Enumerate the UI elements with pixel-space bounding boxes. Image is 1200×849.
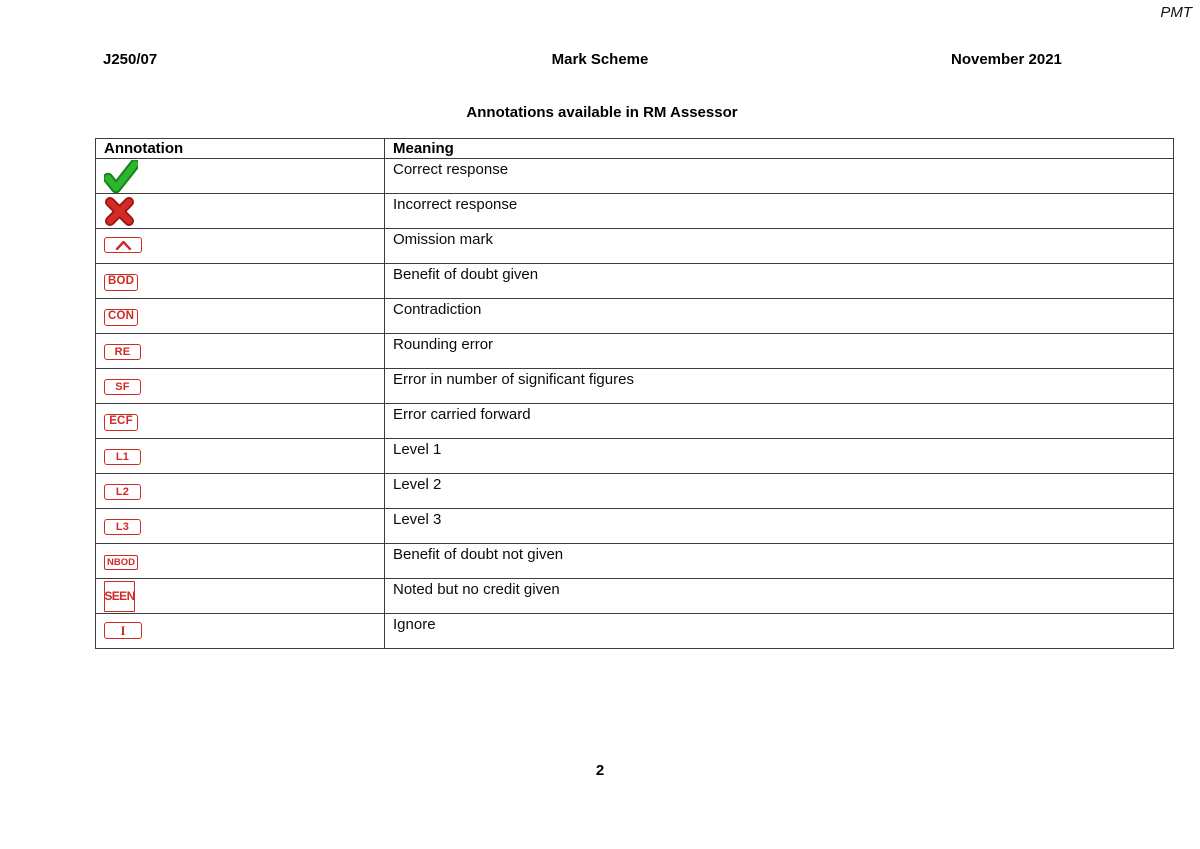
- annotations-table: Annotation Meaning Correct response Inco…: [95, 138, 1174, 649]
- l2-stamp: L2: [104, 484, 141, 501]
- meaning-cell: Correct response: [384, 158, 1174, 194]
- red-cross-icon: [104, 196, 135, 227]
- meaning-cell: Benefit of doubt given: [384, 263, 1174, 299]
- nbod-stamp: NBOD: [104, 555, 138, 571]
- meaning-cell: Ignore: [384, 613, 1174, 649]
- table-row: RE Rounding error: [95, 333, 1174, 369]
- green-tick-icon: [104, 159, 138, 193]
- sf-stamp: SF: [104, 379, 141, 396]
- table-row: CON Contradiction: [95, 298, 1174, 334]
- table-row: Correct response: [95, 158, 1174, 194]
- annotation-cell: L3: [95, 508, 385, 544]
- meaning-cell: Benefit of doubt not given: [384, 543, 1174, 579]
- meaning-cell: Level 3: [384, 508, 1174, 544]
- page-number: 2: [595, 762, 605, 779]
- table-row: Incorrect response: [95, 193, 1174, 229]
- annotation-cell: CON: [95, 298, 385, 334]
- l1-stamp: L1: [104, 449, 141, 466]
- paper-code: J250/07: [103, 51, 158, 68]
- annotation-cell: I: [95, 613, 385, 649]
- table-header-row: Annotation Meaning: [95, 138, 1174, 159]
- l3-stamp: L3: [104, 519, 141, 536]
- ecf-stamp: ECF: [104, 413, 138, 431]
- document-header: J250/07 Mark Scheme November 2021: [0, 51, 1200, 69]
- annotations-table-body: Correct response Incorrect response Omis…: [95, 158, 1174, 649]
- table-row: BOD Benefit of doubt given: [95, 263, 1174, 299]
- annotation-cell: SF: [95, 368, 385, 404]
- annotation-cell: L1: [95, 438, 385, 474]
- ignore-stamp: I: [104, 622, 142, 639]
- meaning-column-header: Meaning: [384, 138, 1174, 159]
- page-title: Annotations available in RM Assessor: [466, 104, 738, 121]
- table-row: SEEN Noted but no credit given: [95, 578, 1174, 614]
- document-type: Mark Scheme: [551, 51, 649, 68]
- annotation-column-header: Annotation: [95, 138, 385, 159]
- meaning-cell: Error carried forward: [384, 403, 1174, 439]
- table-row: L1 Level 1: [95, 438, 1174, 474]
- bod-stamp: BOD: [104, 273, 139, 291]
- meaning-cell: Omission mark: [384, 228, 1174, 264]
- meaning-cell: Level 2: [384, 473, 1174, 509]
- annotation-cell: L2: [95, 473, 385, 509]
- annotation-cell: NBOD: [95, 543, 385, 579]
- meaning-cell: Incorrect response: [384, 193, 1174, 229]
- meaning-cell: Error in number of significant figures: [384, 368, 1174, 404]
- session-date: November 2021: [951, 51, 1062, 68]
- annotation-cell: [95, 193, 385, 229]
- con-stamp: CON: [104, 308, 139, 326]
- table-row: I Ignore: [95, 613, 1174, 649]
- re-stamp: RE: [104, 344, 141, 361]
- table-row: L3 Level 3: [95, 508, 1174, 544]
- annotation-cell: SEEN: [95, 578, 385, 614]
- table-row: NBOD Benefit of doubt not given: [95, 543, 1174, 579]
- table-row: L2 Level 2: [95, 473, 1174, 509]
- annotation-cell: ECF: [95, 403, 385, 439]
- table-row: Omission mark: [95, 228, 1174, 264]
- meaning-cell: Noted but no credit given: [384, 578, 1174, 614]
- table-row: ECF Error carried forward: [95, 403, 1174, 439]
- meaning-cell: Contradiction: [384, 298, 1174, 334]
- meaning-cell: Rounding error: [384, 333, 1174, 369]
- annotation-cell: BOD: [95, 263, 385, 299]
- meaning-cell: Level 1: [384, 438, 1174, 474]
- pmt-watermark: PMT: [1160, 4, 1192, 21]
- annotation-cell: [95, 158, 385, 194]
- annotation-cell: RE: [95, 333, 385, 369]
- table-row: SF Error in number of significant figures: [95, 368, 1174, 404]
- omission-mark-stamp: [104, 237, 142, 253]
- annotation-cell: [95, 228, 385, 264]
- seen-stamp: SEEN: [104, 580, 135, 612]
